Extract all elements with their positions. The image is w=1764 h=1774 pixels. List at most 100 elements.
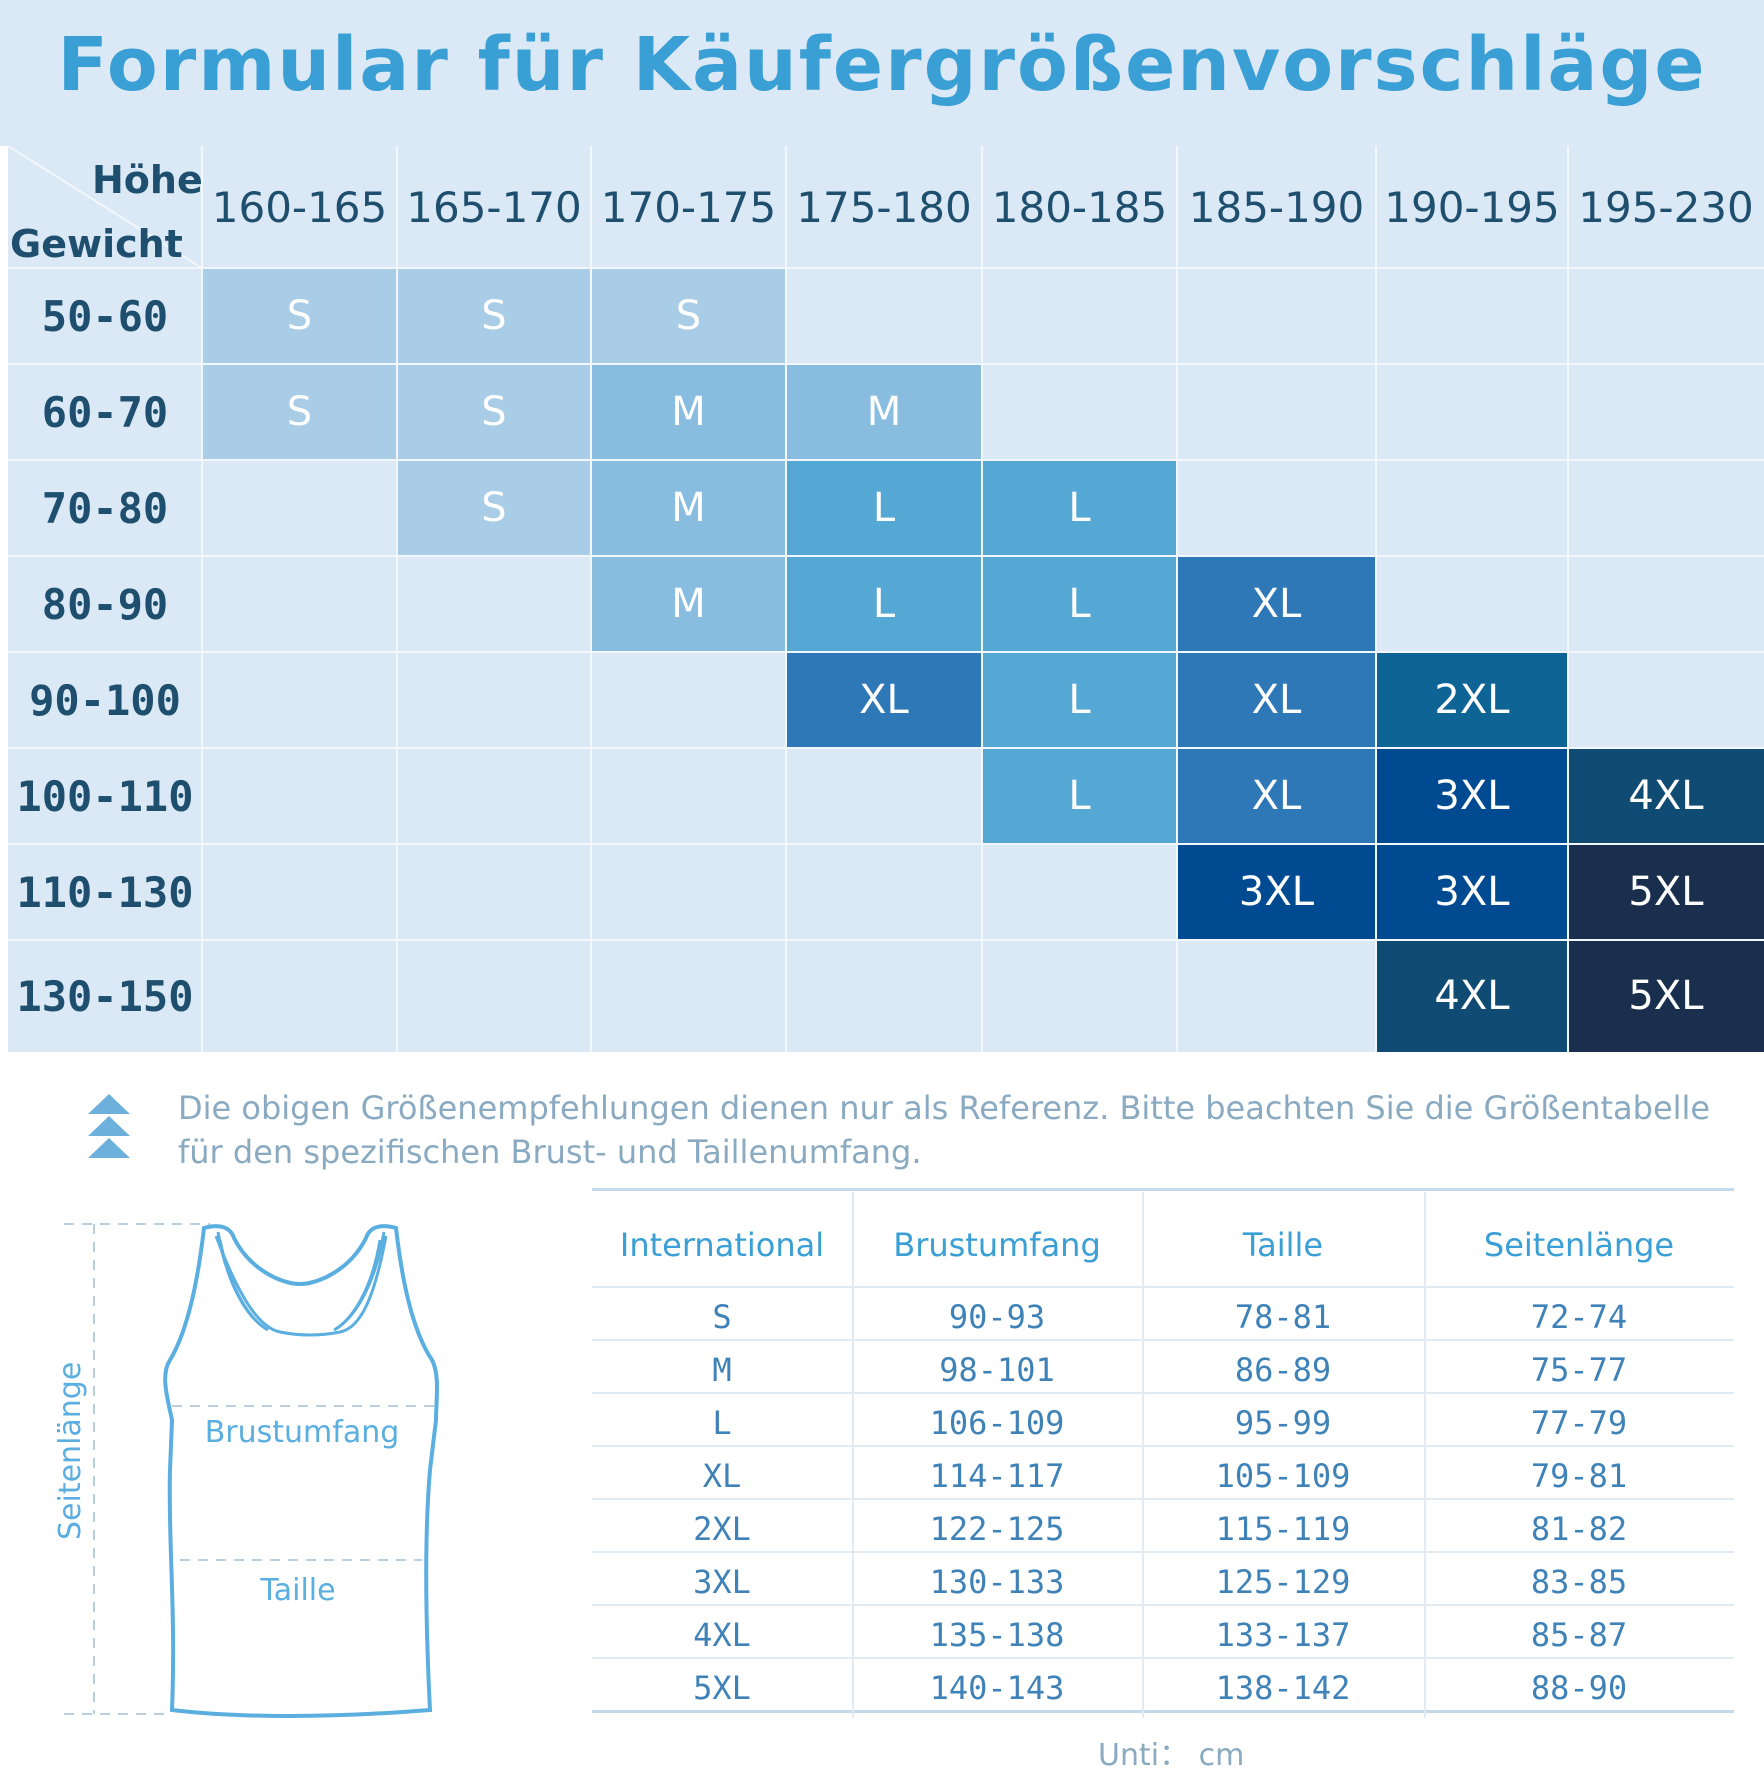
size-cell: M	[786, 364, 982, 460]
corner-weight-label: Gewicht	[10, 222, 183, 266]
height-header: 180-185	[991, 182, 1168, 232]
weight-header: 110-130	[16, 867, 194, 917]
size-table-cell: 138-142	[1215, 1669, 1351, 1707]
waist-label: Taille	[259, 1573, 335, 1608]
table-border	[592, 1188, 1734, 1191]
size-table-cell: 133-137	[1215, 1616, 1351, 1654]
size-cell: XL	[1177, 652, 1376, 748]
empty-cell	[202, 556, 397, 652]
size-cell: S	[202, 268, 397, 364]
size-table-cell: 72-74	[1530, 1298, 1628, 1336]
weight-header: 50-60	[41, 291, 169, 341]
empty-cell	[397, 940, 591, 1052]
size-table-cell: M	[712, 1351, 732, 1389]
empty-cell	[591, 652, 786, 748]
size-table-cell: L	[712, 1404, 732, 1442]
size-table-cell: 5XL	[693, 1669, 751, 1707]
empty-cell	[397, 556, 591, 652]
table-row-divider	[592, 1551, 1734, 1553]
size-table-cell: 3XL	[693, 1563, 751, 1601]
unit-label: Unti： cm	[1098, 1738, 1245, 1773]
size-table-cell: 135-138	[929, 1616, 1065, 1654]
empty-cell	[1376, 556, 1568, 652]
size-cell: XL	[786, 652, 982, 748]
triple-chevron-up-icon	[86, 1094, 132, 1166]
table-column-divider	[1142, 1192, 1144, 1718]
size-cell: S	[591, 268, 786, 364]
size-cell: 5XL	[1568, 940, 1764, 1052]
table-row-divider	[592, 1657, 1734, 1659]
weight-header: 130-150	[16, 971, 194, 1021]
size-cell: L	[982, 652, 1177, 748]
size-table-cell: 105-109	[1215, 1457, 1351, 1495]
empty-cell	[786, 748, 982, 844]
empty-cell	[1376, 460, 1568, 556]
size-cell: 4XL	[1568, 748, 1764, 844]
grid-line	[8, 459, 1764, 461]
weight-header: 70-80	[41, 483, 169, 533]
size-table-cell: 75-77	[1530, 1351, 1628, 1389]
size-table-cell: S	[712, 1298, 732, 1336]
grid-line	[8, 939, 1764, 941]
size-cell: XL	[1177, 748, 1376, 844]
grid-line	[590, 146, 592, 1052]
size-cell: XL	[1177, 556, 1376, 652]
size-table-cell: 122-125	[929, 1510, 1065, 1548]
grid-line	[396, 146, 398, 1052]
size-cell: S	[202, 364, 397, 460]
size-cell: M	[591, 364, 786, 460]
height-header: 185-190	[1188, 182, 1365, 232]
empty-cell	[591, 940, 786, 1052]
table-row-divider	[592, 1339, 1734, 1341]
empty-cell	[202, 940, 397, 1052]
grid-line	[8, 651, 1764, 653]
table-row-divider	[592, 1498, 1734, 1500]
size-table-cell: 106-109	[929, 1404, 1065, 1442]
size-table-header: Seitenlänge	[1483, 1226, 1675, 1264]
size-table-cell: 83-85	[1530, 1563, 1628, 1601]
empty-cell	[202, 748, 397, 844]
height-header: 175-180	[796, 182, 972, 232]
empty-cell	[1568, 652, 1764, 748]
size-table-header: International	[619, 1226, 825, 1264]
size-table-cell: 2XL	[693, 1510, 751, 1548]
size-table-cell: 90-93	[948, 1298, 1046, 1336]
size-cell: L	[786, 556, 982, 652]
tank-top-icon: Brustumfang Taille Seitenlänge	[53, 1223, 439, 1718]
empty-cell	[1568, 460, 1764, 556]
table-column-divider	[1424, 1192, 1426, 1718]
size-cell: L	[982, 556, 1177, 652]
height-header: 190-195	[1384, 182, 1560, 232]
height-header: 195-230	[1578, 182, 1754, 232]
size-table-cell: 4XL	[693, 1616, 751, 1654]
empty-cell	[786, 940, 982, 1052]
height-header: 165-170	[406, 182, 582, 232]
size-table-cell: 79-81	[1530, 1457, 1628, 1495]
size-table-cell: 115-119	[1215, 1510, 1351, 1548]
size-table-cell: XL	[702, 1457, 742, 1495]
empty-cell	[1177, 460, 1376, 556]
empty-cell	[1177, 268, 1376, 364]
empty-cell	[982, 268, 1177, 364]
empty-cell	[786, 268, 982, 364]
size-table-cell: 125-129	[1215, 1563, 1351, 1601]
empty-cell	[397, 652, 591, 748]
size-table-header: Brustumfang	[893, 1226, 1101, 1264]
grid-line	[981, 146, 983, 1052]
grid-line	[201, 146, 203, 1052]
size-table-cell: 78-81	[1234, 1298, 1332, 1336]
size-recommendation-grid: Höhe Gewicht 160-165 165-170 170-175 175-18…	[8, 146, 1764, 1052]
empty-cell	[591, 844, 786, 940]
weight-header: 90-100	[29, 675, 181, 725]
table-column-divider	[852, 1192, 854, 1718]
size-cell: S	[397, 268, 591, 364]
table-row-divider	[592, 1286, 1734, 1288]
grid-line	[8, 267, 1764, 269]
size-table-cell: 114-117	[929, 1457, 1065, 1495]
size-cell: L	[982, 748, 1177, 844]
size-cell: S	[397, 364, 591, 460]
empty-cell	[202, 652, 397, 748]
size-cell: 3XL	[1376, 748, 1568, 844]
grid-line	[8, 363, 1764, 365]
page-title: Formular für Käufergrößenvorschläge	[57, 22, 1707, 108]
